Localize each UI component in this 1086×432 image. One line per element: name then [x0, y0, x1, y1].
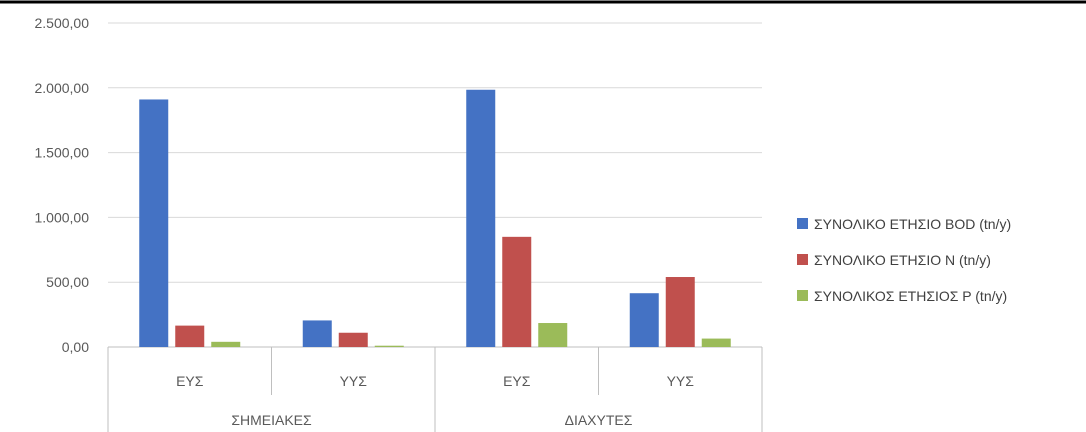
bar	[338, 332, 368, 347]
bar	[629, 293, 659, 347]
bar	[466, 89, 496, 347]
group-label: ΣΗΜΕΙΑΚΕΣ	[231, 412, 312, 428]
legend-swatch	[797, 254, 808, 265]
bars	[139, 89, 731, 348]
bar	[665, 277, 695, 347]
x-tick-label: ΕΥΣ	[503, 373, 531, 389]
bar	[502, 236, 532, 347]
bar	[302, 320, 332, 347]
bar	[701, 338, 731, 347]
x-tick-label: ΕΥΣ	[176, 373, 204, 389]
y-tick-label: 1.000,00	[35, 209, 90, 225]
legend-swatch	[797, 218, 808, 229]
y-tick-label: 2.500,00	[35, 15, 90, 31]
gridlines	[108, 22, 762, 348]
x-tick-label: ΥΥΣ	[340, 373, 368, 389]
y-tick-label: 1.500,00	[35, 145, 90, 161]
bar	[211, 341, 241, 347]
bar	[538, 323, 568, 347]
y-axis-ticks: 0,00 500,00 1.000,00 1.500,00 2.000,00 2.500,…	[35, 15, 90, 355]
y-tick-label: 0,00	[62, 339, 89, 355]
y-tick-label: 2.000,00	[35, 80, 90, 96]
category-axis: ΕΥΣ ΥΥΣ ΣΗΜΕΙΑΚΕΣ ΕΥΣ ΥΥΣ ΔΙΑΧΥΤΕΣ	[107, 347, 763, 432]
legend-swatch	[797, 290, 808, 301]
bar	[374, 345, 404, 347]
legend-label: ΣΥΝΟΛΙΚΟ ΕΤΗΣΙΟ BOD (tn/y)	[814, 216, 1011, 232]
legend: ΣΥΝΟΛΙΚΟ ΕΤΗΣΙΟ BOD (tn/y) ΣΥΝΟΛΙΚΟ ΕΤΗΣΙ…	[797, 216, 1011, 304]
x-tick-label: ΥΥΣ	[667, 373, 695, 389]
group-label: ΔΙΑΧΥΤΕΣ	[565, 412, 633, 428]
bar	[139, 99, 169, 348]
y-tick-label: 500,00	[46, 274, 89, 290]
bar	[175, 325, 205, 347]
legend-label: ΣΥΝΟΛΙΚΟΣ ΕΤΗΣΙΟΣ P (tn/y)	[814, 288, 1007, 304]
legend-label: ΣΥΝΟΛΙΚΟ ΕΤΗΣΙΟ Ν (tn/y)	[814, 252, 991, 268]
